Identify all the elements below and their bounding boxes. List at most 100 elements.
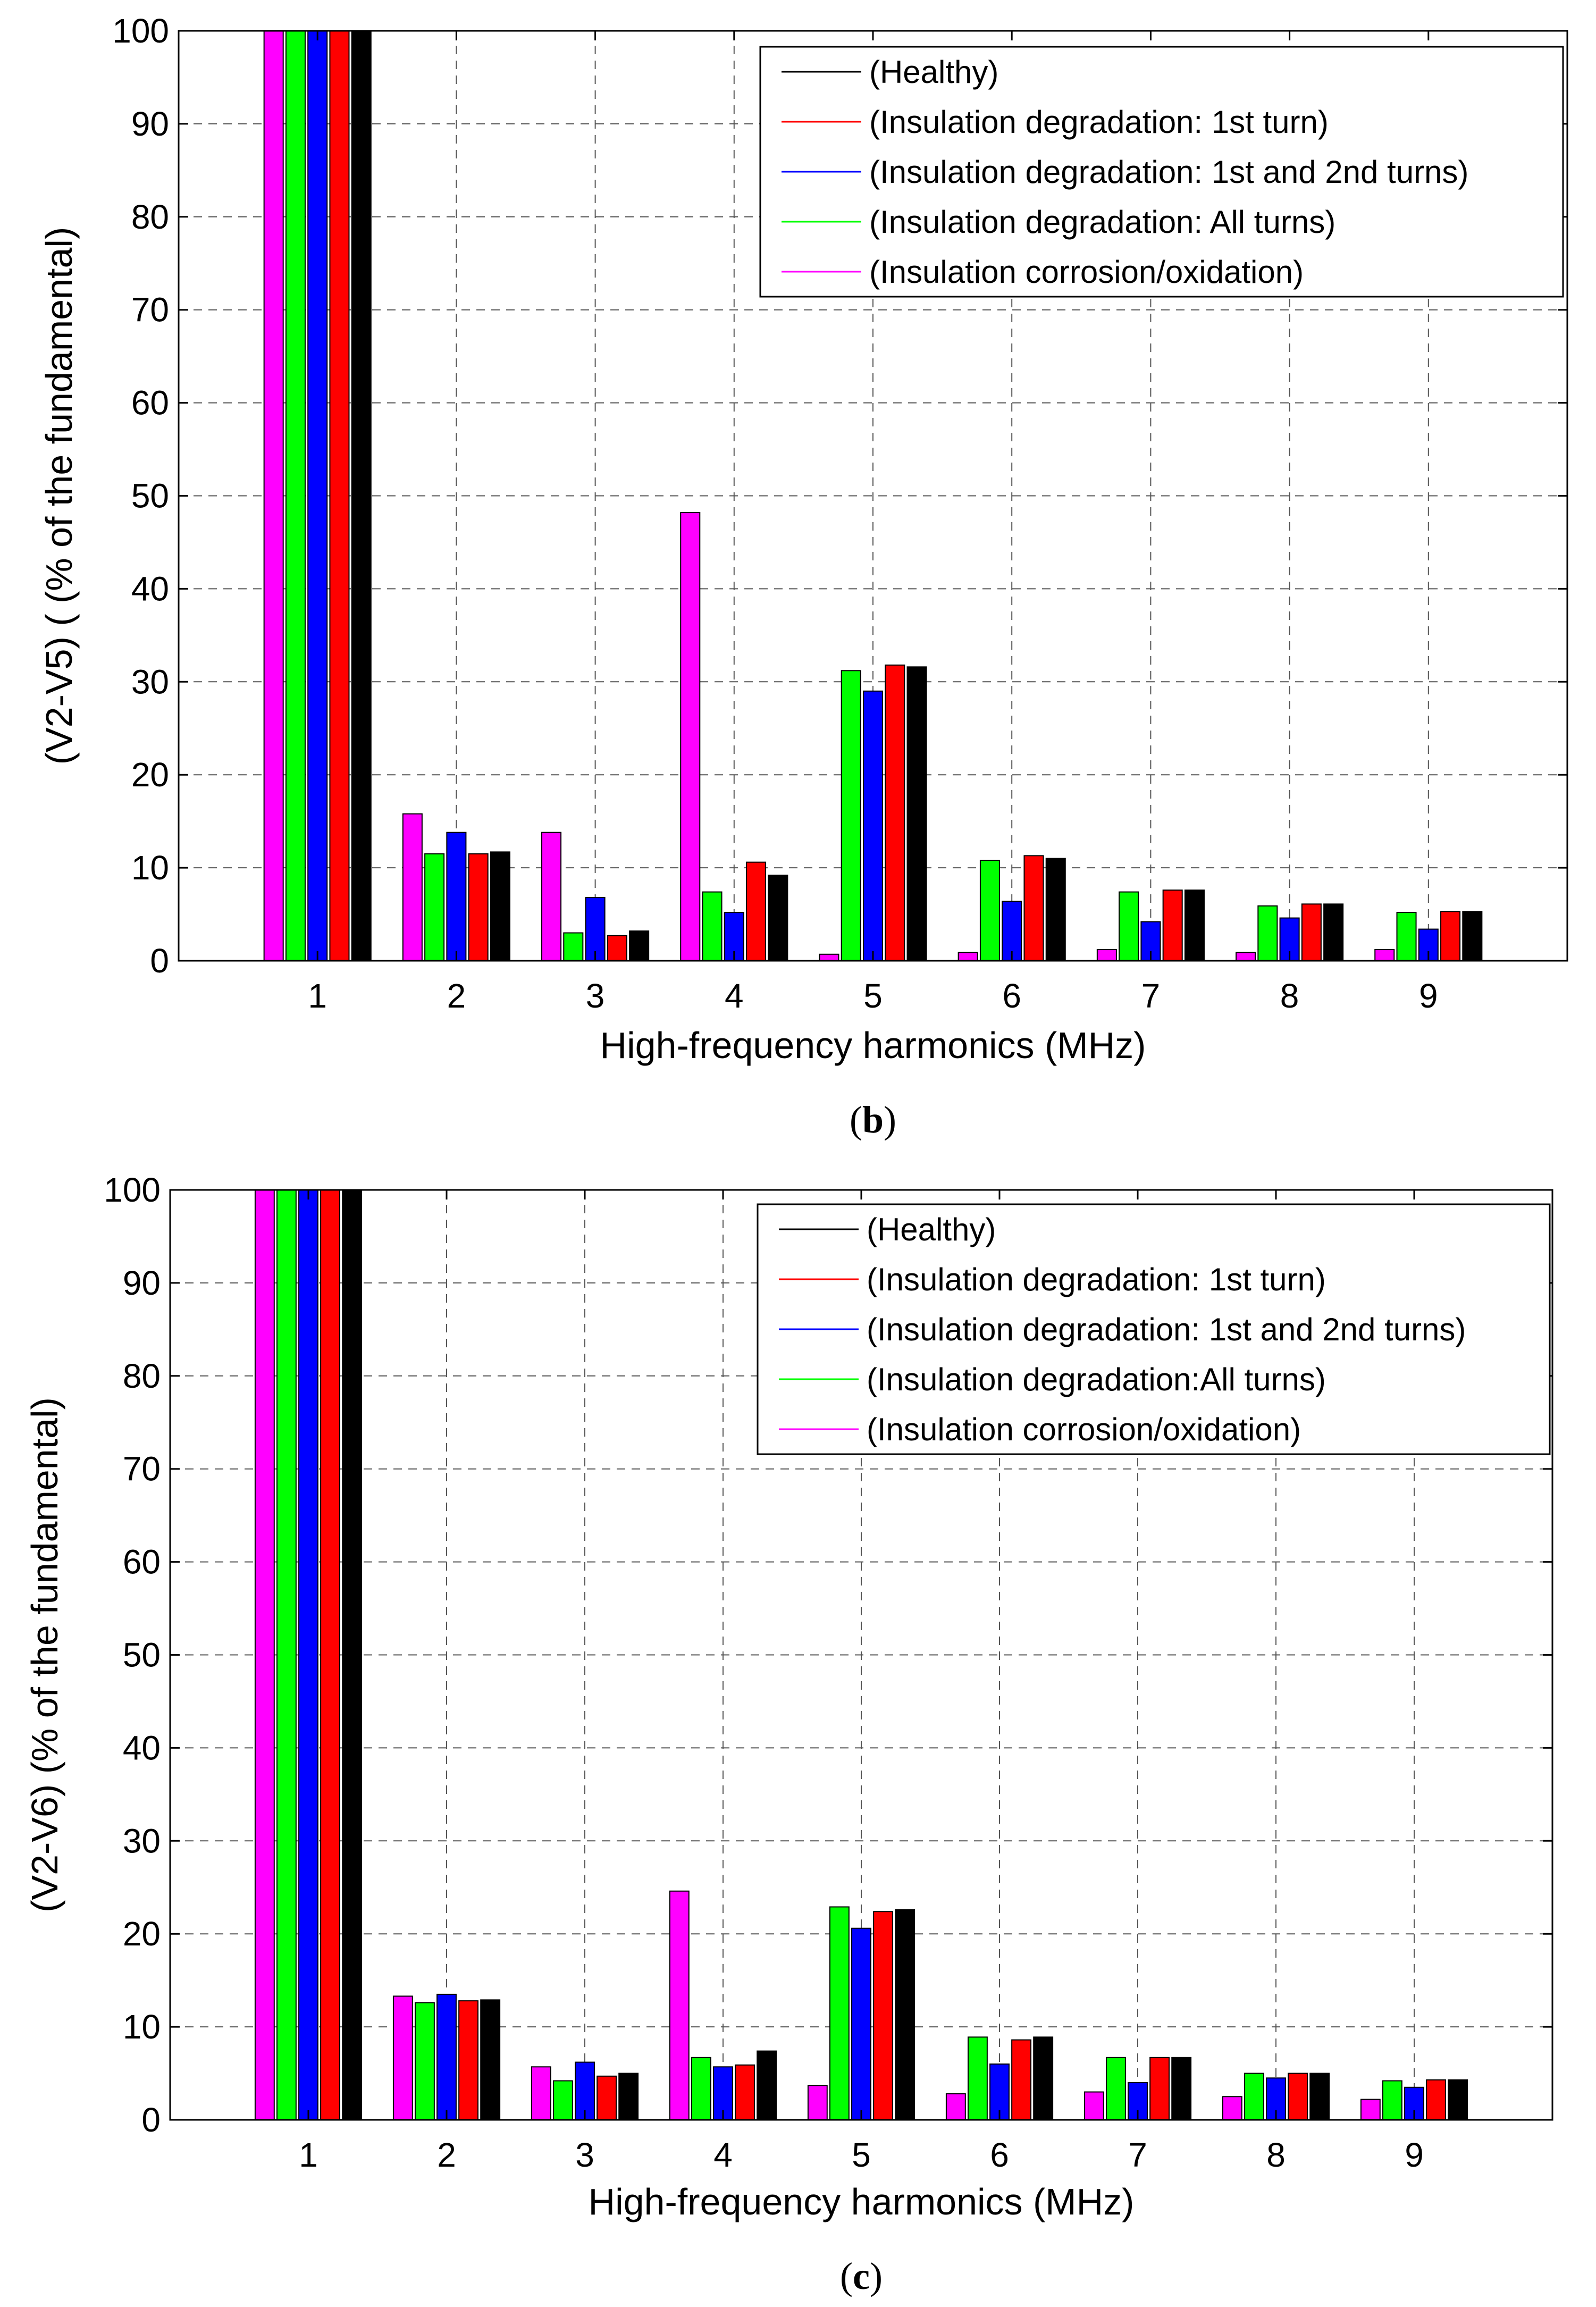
bar xyxy=(1119,891,1139,961)
x-tick-label: 9 xyxy=(1419,977,1438,1015)
bar xyxy=(424,853,445,961)
y-tick-label: 30 xyxy=(131,662,169,701)
bar xyxy=(618,2073,639,2121)
bar xyxy=(1023,855,1044,962)
y-tick-label: 0 xyxy=(150,942,169,980)
bar xyxy=(1426,2079,1447,2120)
bar xyxy=(436,1993,457,2121)
bar xyxy=(841,670,861,961)
y-tick-label: 60 xyxy=(123,1543,161,1581)
panel-caption: (c) xyxy=(840,2255,883,2297)
y-tick-label: 60 xyxy=(131,384,169,422)
x-tick-label: 5 xyxy=(863,977,883,1015)
bar xyxy=(342,1189,363,2120)
bar xyxy=(819,953,839,961)
y-tick-label: 90 xyxy=(123,1264,161,1302)
bar xyxy=(1374,949,1395,961)
y-tick-label: 10 xyxy=(123,2008,161,2046)
bar xyxy=(1140,921,1161,961)
bar xyxy=(1244,2073,1264,2121)
bar xyxy=(1149,2057,1170,2121)
bar xyxy=(458,2000,479,2121)
y-tick-label: 0 xyxy=(141,2101,161,2139)
bar xyxy=(607,935,627,961)
legend-box xyxy=(759,46,1564,298)
legend-label: (Insulation degradation:All turns) xyxy=(867,1362,1326,1397)
bar xyxy=(1440,911,1461,961)
bar xyxy=(468,853,489,961)
y-tick-label: 50 xyxy=(131,477,169,515)
bar xyxy=(768,875,788,962)
bar xyxy=(1184,890,1205,962)
bar xyxy=(1382,2080,1402,2120)
x-axis-title: High-frequency harmonics (MHz) xyxy=(600,1025,1146,1066)
bar xyxy=(1396,912,1417,961)
bar xyxy=(414,2002,435,2120)
bar xyxy=(1360,2099,1381,2120)
bar xyxy=(945,2093,966,2120)
legend: (Healthy) (Insulation degradation: 1st tu… xyxy=(759,46,1564,298)
bar xyxy=(585,897,606,961)
x-tick-label: 7 xyxy=(1141,977,1161,1015)
y-tick-label: 90 xyxy=(131,105,169,143)
bar xyxy=(446,832,467,961)
legend: (Healthy) (Insulation degradation: 1st tu… xyxy=(757,1203,1551,1455)
y-tick-label: 100 xyxy=(104,1171,161,1209)
x-tick-label: 2 xyxy=(447,977,466,1015)
legend-label: (Healthy) xyxy=(869,54,998,90)
bar xyxy=(1096,949,1117,961)
bar xyxy=(597,2075,617,2120)
bar xyxy=(1033,2036,1054,2120)
bar xyxy=(1236,952,1256,962)
x-tick-label: 3 xyxy=(586,977,605,1015)
bar xyxy=(1288,2073,1308,2121)
bar xyxy=(906,666,927,962)
y-tick-label: 10 xyxy=(131,849,169,887)
bar xyxy=(807,2085,828,2120)
bar xyxy=(298,1189,318,2120)
bar xyxy=(490,851,510,961)
bar xyxy=(746,861,767,961)
bar xyxy=(757,2050,777,2120)
bar xyxy=(957,952,978,962)
bar xyxy=(735,2064,755,2120)
bar xyxy=(1309,2073,1330,2121)
bar xyxy=(285,30,306,961)
bar xyxy=(531,2066,551,2121)
x-tick-label: 1 xyxy=(299,2136,318,2174)
bar xyxy=(402,813,423,961)
bar xyxy=(702,891,723,961)
bar xyxy=(263,30,284,961)
bar xyxy=(629,930,650,961)
bar xyxy=(1462,911,1483,961)
bar xyxy=(967,2036,988,2120)
bar xyxy=(895,1909,915,2120)
bar xyxy=(1105,2057,1126,2121)
bar xyxy=(829,1906,850,2120)
legend-box xyxy=(757,1203,1551,1455)
legend-label: (Insulation degradation: 1st turn) xyxy=(867,1262,1326,1297)
y-tick-label: 50 xyxy=(123,1636,161,1674)
legend-label: (Healthy) xyxy=(867,1212,996,1247)
bar xyxy=(669,1890,690,2120)
chart-c: 0 10 20 30 40 50 60 70 80 90 100 1 2 3 4 5 6 7 8 9 (V2-V6) (… xyxy=(24,1171,1553,2297)
legend-label: (Insulation corrosion/oxidation) xyxy=(867,1412,1301,1447)
bar xyxy=(873,1911,894,2120)
bar xyxy=(1222,2096,1242,2121)
bar xyxy=(1011,2039,1032,2121)
legend-label: (Insulation degradation: All turns) xyxy=(869,204,1335,240)
x-tick-label: 2 xyxy=(437,2136,456,2174)
bar xyxy=(1045,858,1066,961)
y-tick-label: 40 xyxy=(123,1729,161,1767)
legend-label: (Insulation degradation: 1st turn) xyxy=(869,104,1329,140)
y-tick-label: 100 xyxy=(112,12,169,50)
panel-caption: (b) xyxy=(850,1098,896,1141)
bars xyxy=(263,30,1483,962)
x-tick-label: 3 xyxy=(575,2136,594,2174)
bar xyxy=(885,664,905,961)
y-axis-title: (V2-V6) (% of the fundamental) xyxy=(24,1397,65,1912)
y-tick-label: 80 xyxy=(131,198,169,236)
bar xyxy=(680,511,701,961)
bars xyxy=(254,1189,1468,2121)
bar xyxy=(1323,903,1344,962)
